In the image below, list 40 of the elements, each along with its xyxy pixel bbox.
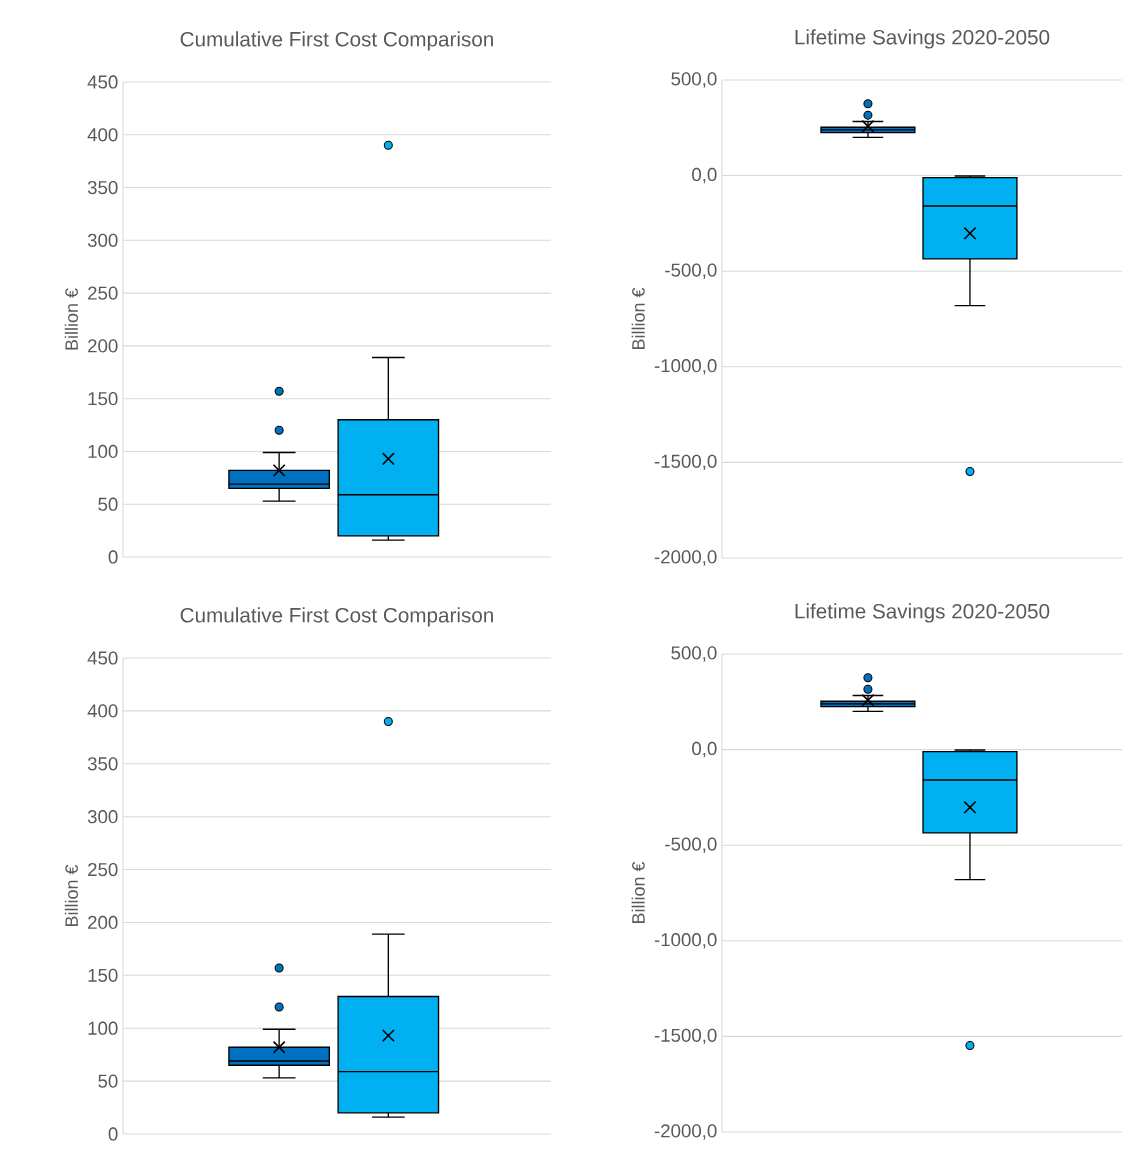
y-tick-label: 200 (88, 915, 118, 930)
y-tick-label: 300 (87, 810, 118, 824)
y-tick-label: 350 (87, 180, 118, 195)
y-tick-label: 300 (87, 233, 118, 247)
chart-title: Lifetime Savings 2020-2050 (795, 29, 1050, 49)
chart-title: Lifetime Savings 2020-2050 (795, 603, 1050, 623)
y-tick-label: -500,0 (665, 837, 717, 853)
y-axis-title: Billion € (64, 864, 78, 927)
y-tick-label: 0,0 (692, 741, 717, 758)
y-tick-label: 200 (88, 339, 118, 353)
y-tick-label: 0 (108, 1127, 118, 1141)
y-tick-label: 50 (98, 1074, 118, 1088)
y-tick-label: 450 (87, 75, 118, 89)
y-tick-label: 150 (88, 392, 118, 406)
y-tick-label: 350 (87, 757, 118, 771)
chart-title: Cumulative First Cost Comparison (180, 607, 493, 627)
y-tick-label: -500,0 (665, 263, 717, 279)
chart-title: Cumulative First Cost Comparison (180, 31, 493, 51)
y-tick-label: -1500,0 (654, 454, 717, 471)
y-tick-label: 400 (87, 128, 118, 142)
y-axis-title: Billion € (631, 861, 645, 924)
y-tick-label: -2000,0 (654, 550, 717, 566)
y-tick-label: 100 (88, 1021, 118, 1035)
y-tick-label: 450 (87, 651, 118, 665)
y-tick-label: 500,0 (671, 646, 717, 662)
y-axis-title: Billion € (64, 288, 78, 350)
y-tick-label: 500,0 (671, 72, 717, 88)
y-tick-label: 100 (88, 444, 118, 459)
y-tick-label: 250 (88, 286, 118, 300)
y-tick-label: 400 (87, 704, 118, 718)
y-tick-label: -2000,0 (654, 1124, 717, 1140)
y-tick-label: 250 (88, 862, 118, 877)
y-axis-title: Billion € (631, 287, 645, 350)
y-tick-label: -1500,0 (654, 1028, 717, 1045)
y-tick-label: -1000,0 (654, 933, 717, 949)
y-tick-label: 0 (108, 550, 118, 564)
y-tick-label: 0,0 (692, 167, 717, 184)
y-tick-label: 50 (98, 497, 118, 511)
y-tick-label: 150 (88, 968, 118, 982)
y-tick-label: -1000,0 (654, 359, 717, 375)
